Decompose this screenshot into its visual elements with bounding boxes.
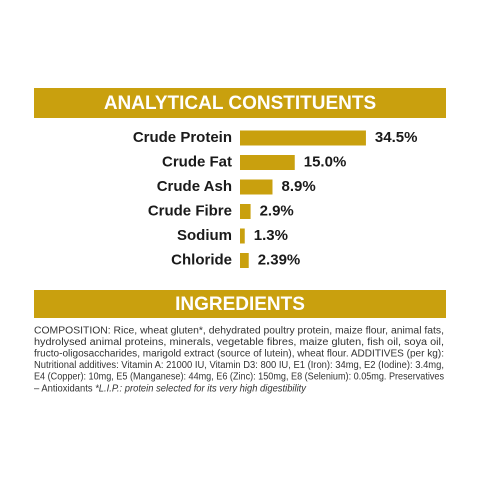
- value-label: 34.5%: [375, 129, 418, 146]
- ingredients-line: hydrolysed animal proteins, minerals, ve…: [34, 337, 444, 348]
- category-label: Chloride: [171, 251, 232, 268]
- category-label: Crude Protein: [133, 129, 232, 146]
- value-label: 2.9%: [260, 202, 294, 219]
- section-title: INGREDIENTS: [175, 294, 305, 315]
- value-label: 15.0%: [304, 153, 347, 170]
- category-label: Sodium: [177, 227, 232, 244]
- bar: [240, 179, 273, 195]
- value-label: 2.39%: [258, 251, 301, 268]
- ingredients-line: E4 (Copper): 10mg, E5 (Manganese): 44mg,…: [34, 372, 444, 383]
- bar: [240, 204, 251, 219]
- category-label: Crude Ash: [157, 178, 232, 195]
- value-label: 8.9%: [281, 178, 315, 195]
- category-label: Crude Fibre: [148, 202, 232, 219]
- ingredients-line: fructo-oligosaccharides, marigold extrac…: [34, 349, 444, 360]
- footnote: *L.I.P.: protein selected for its very h…: [95, 383, 307, 394]
- category-label: Crude Fat: [162, 153, 232, 170]
- section-title: ANALYTICAL CONSTITUENTS: [104, 93, 376, 114]
- bar: [240, 228, 245, 244]
- bar: [240, 155, 295, 170]
- ingredients-line: COMPOSITION: Rice, wheat gluten*, dehydr…: [34, 326, 444, 337]
- ingredients-line: Nutritional additives: Vitamin A: 21000 …: [34, 360, 444, 371]
- header-band: [34, 88, 446, 118]
- ingredients-line: – Antioxidants *L.I.P.: protein selected…: [34, 383, 307, 394]
- ingredients-text: – Antioxidants: [34, 383, 93, 394]
- bar: [240, 253, 249, 268]
- header-band: [34, 290, 446, 318]
- value-label: 1.3%: [254, 227, 288, 244]
- bar: [240, 130, 366, 146]
